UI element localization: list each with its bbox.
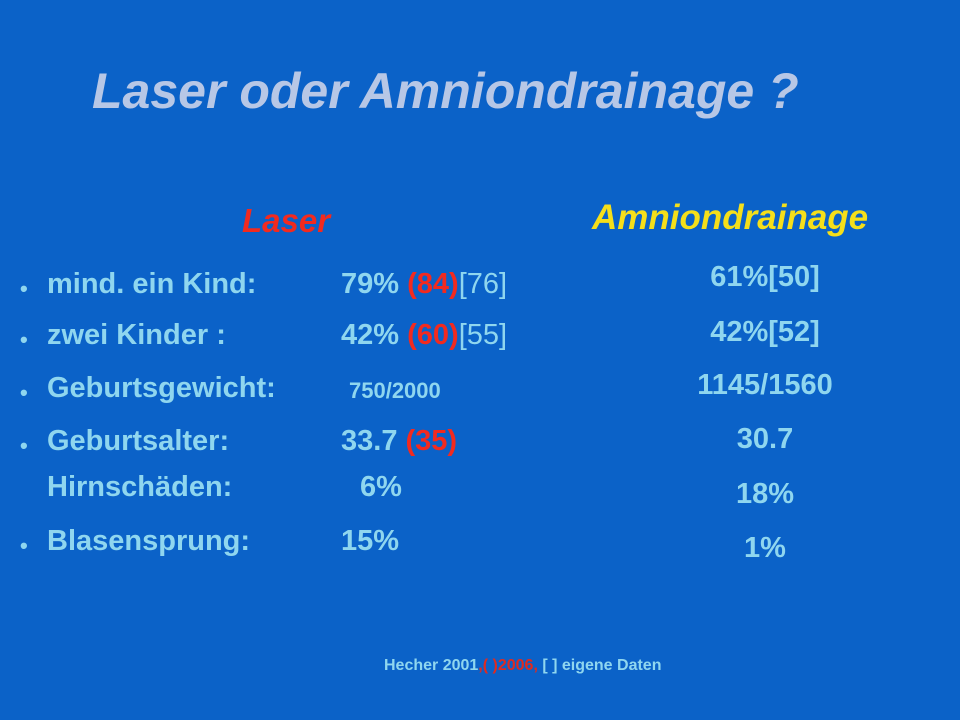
bullet: • xyxy=(20,533,28,558)
row-value-2006: (35) xyxy=(405,425,458,457)
slide-title: Laser oder Amniondrainage ? xyxy=(92,63,799,119)
row-label: Geburtsalter: xyxy=(47,425,230,457)
row-value-main: 33.7 xyxy=(341,425,398,457)
bullet: • xyxy=(20,327,28,352)
row-value-main: 42% xyxy=(341,319,400,351)
amnio-value: 42%[52] xyxy=(710,316,820,348)
bullet: • xyxy=(20,433,28,458)
row-label: mind. ein Kind: xyxy=(47,268,257,300)
row-value: 15% xyxy=(341,525,400,557)
row-value-main: 79% xyxy=(341,268,400,300)
row-value: 79% (84)[76] xyxy=(341,268,507,301)
laser-column-heading: Laser xyxy=(242,202,331,239)
row-value-2006: (60) xyxy=(407,319,459,351)
footer-source: Hecher 2001 xyxy=(384,657,479,674)
amnio-value: 1145/1560 xyxy=(697,369,833,401)
amnio-value: 1% xyxy=(744,532,786,564)
row-value-own: [76] xyxy=(458,268,508,300)
footer-legend: Hecher 2001,( )2006, [ ] eigene Daten xyxy=(384,657,661,675)
row-value: 33.7 (35) xyxy=(341,425,457,458)
amnio-value: 61%[50] xyxy=(710,261,820,293)
amniondrainage-column-heading: Amniondrainage xyxy=(592,198,869,237)
footer-2006: ,( )2006, xyxy=(478,657,538,674)
amnio-value: 30.7 xyxy=(736,423,794,455)
row-label: Geburtsgewicht: xyxy=(47,372,276,404)
footer-own-data: [ ] eigene Daten xyxy=(537,657,662,674)
row-label: Hirnschäden: xyxy=(47,471,233,503)
row-value: 750/2000 xyxy=(349,378,441,403)
row-value-2006: (84) xyxy=(407,268,459,300)
row-value: 6% xyxy=(360,471,402,503)
row-label: zwei Kinder : xyxy=(47,319,226,351)
row-value-own: [55] xyxy=(458,319,508,351)
bullet: • xyxy=(20,276,28,301)
row-label: Blasensprung: xyxy=(47,525,251,557)
amnio-value: 18% xyxy=(735,478,795,510)
bullet: • xyxy=(20,380,28,405)
row-value: 42% (60)[55] xyxy=(341,319,507,352)
